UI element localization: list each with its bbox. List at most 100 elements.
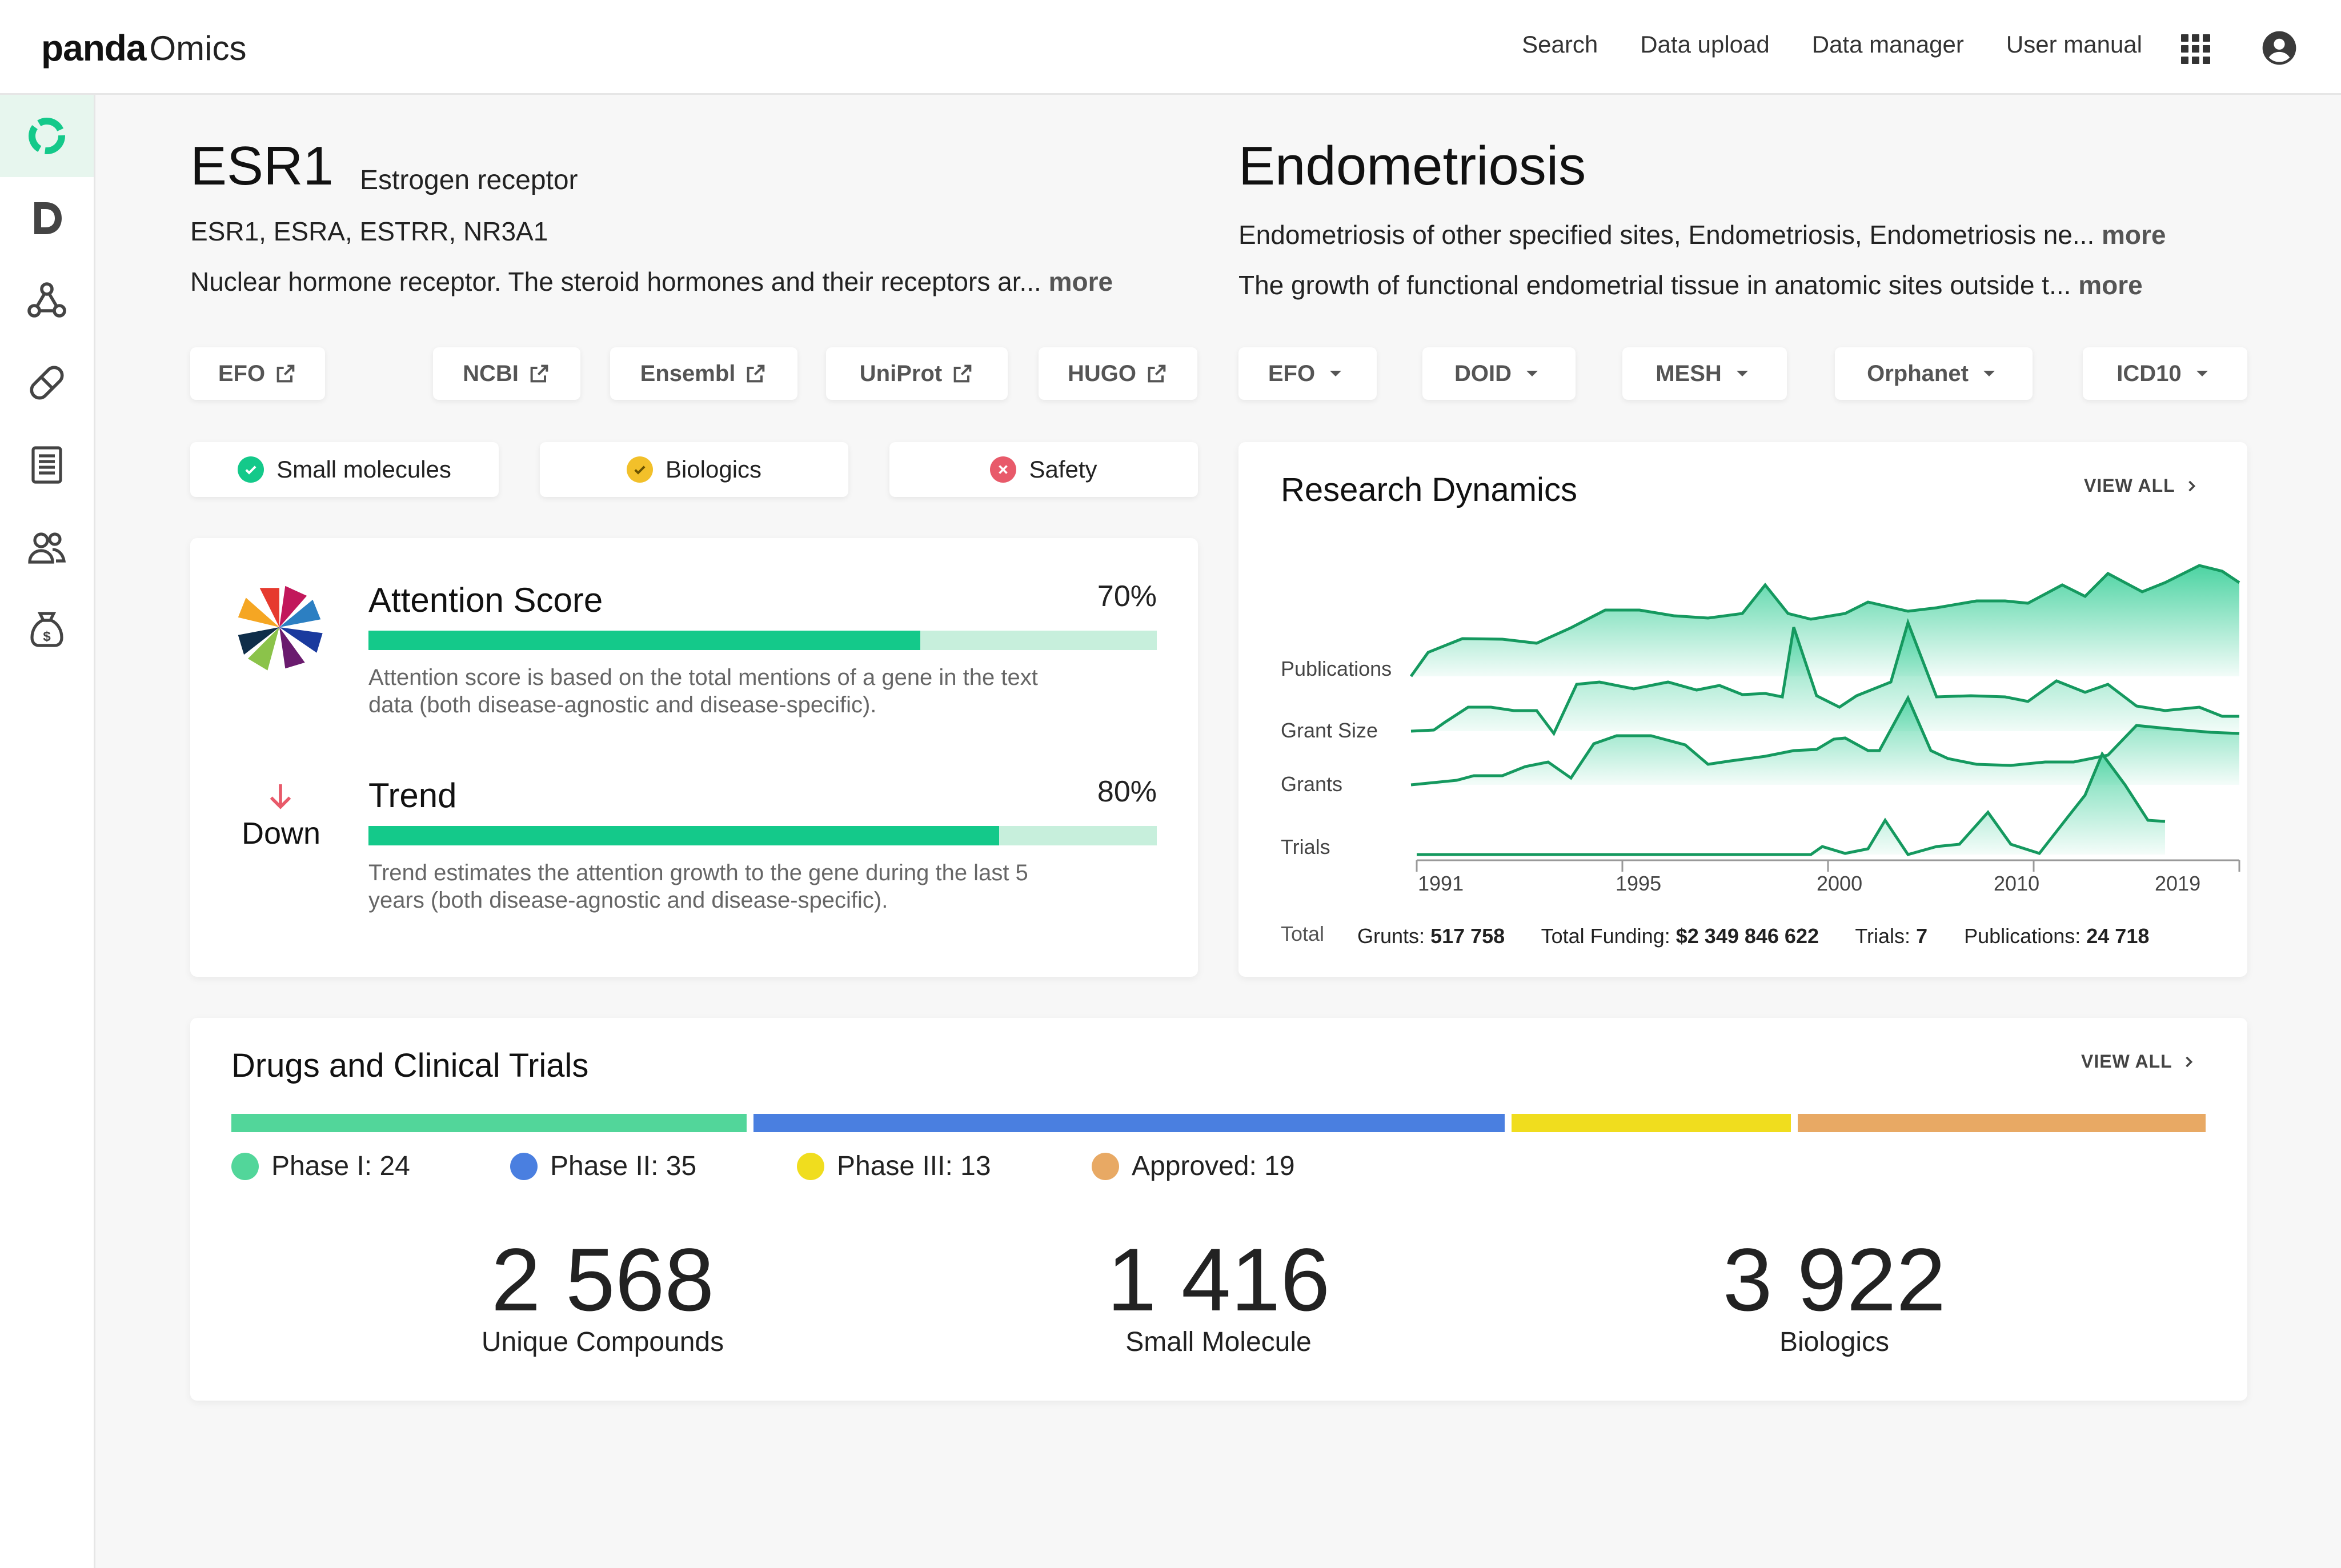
stat-unique-compounds-value: 2 568 (491, 1230, 715, 1330)
attention-title: Attention Score (368, 581, 603, 619)
gene-link-ncbi[interactable]: NCBI (433, 347, 580, 400)
legend-dot (231, 1152, 259, 1180)
external-link-icon (953, 364, 972, 383)
sidebar-item-disease[interactable] (0, 177, 94, 259)
grants-line (1410, 695, 2240, 787)
research-view-all-link[interactable]: VIEW ALL (2084, 475, 2199, 496)
gene-link-ensembl[interactable]: Ensembl (610, 347, 797, 400)
trend-percent: 80% (1097, 775, 1157, 808)
research-ridgeline-chart (1409, 564, 2240, 872)
nav-data-upload[interactable]: Data upload (1640, 31, 1770, 58)
totals-label: Total (1281, 922, 1325, 945)
external-link-icon (276, 364, 295, 383)
row-label-grant-size: Grant Size (1281, 719, 1378, 742)
gene-symbol: ESR1 (190, 135, 334, 196)
attention-bar-fill (368, 631, 920, 650)
legend-approved-label: Approved: 19 (1132, 1151, 1295, 1181)
modality-biologics[interactable]: Biologics (540, 442, 848, 497)
publications-area (1411, 566, 2239, 676)
sidebar-item-funding[interactable]: $ (0, 588, 94, 671)
gene-link-uniprot[interactable]: UniProt (826, 347, 1008, 400)
trend-title: Trend (368, 776, 457, 815)
disease-dropdown-doid[interactable]: DOID (1422, 347, 1576, 400)
legend-phase-1: Phase I: 24 (231, 1150, 410, 1182)
legend-dot (1092, 1152, 1119, 1180)
modality-small-molecules-label: Small molecules (276, 456, 451, 483)
total-trials-label: Trials: (1855, 924, 1911, 948)
x-tick-label: 2010 (1994, 872, 2040, 895)
stat-small-molecule-value: 1 416 (1107, 1230, 1330, 1330)
phase-segment (1512, 1114, 1791, 1132)
disease-synonyms-more-link[interactable]: more (2102, 220, 2166, 250)
svg-text:$: $ (43, 629, 51, 644)
close-icon (990, 456, 1017, 483)
caret-down-icon (1330, 371, 1342, 376)
grant-size-line (1410, 618, 2239, 736)
disease-dropdown-doid-label: DOID (1454, 360, 1512, 386)
research-dynamics-card: Research Dynamics VIEW ALL Publications … (1238, 442, 2247, 977)
disease-synonyms-text: Endometriosis of other specified sites, … (1238, 220, 2095, 250)
phase-segment (753, 1114, 1505, 1132)
account-circle-icon[interactable] (2261, 30, 2298, 66)
stat-small-molecule-label: Small Molecule (1125, 1327, 1312, 1357)
row-label-grants: Grants (1281, 772, 1343, 796)
grant-size-area (1411, 623, 2239, 733)
research-title: Research Dynamics (1281, 471, 1577, 508)
disease-description-more-link[interactable]: more (2078, 270, 2143, 300)
nav-data-manager[interactable]: Data manager (1811, 31, 1964, 58)
top-nav: Search Data upload Data manager User man… (1522, 31, 2142, 58)
grants-area (1411, 698, 2239, 785)
gene-link-efo[interactable]: EFO (190, 347, 325, 400)
gene-link-hugo[interactable]: HUGO (1039, 347, 1197, 400)
gene-name: Estrogen receptor (360, 165, 578, 195)
drugs-view-all-label: VIEW ALL (2081, 1051, 2172, 1072)
nav-user-manual[interactable]: User manual (2006, 31, 2142, 58)
gene-link-ensembl-label: Ensembl (640, 360, 736, 386)
pinwheel-logo-icon (238, 586, 323, 671)
gene-more-link[interactable]: more (1048, 267, 1113, 296)
check-icon (238, 456, 264, 483)
total-trials-value: 7 (1916, 924, 1928, 948)
sidebar-item-people[interactable] (0, 506, 94, 588)
gene-aliases: ESR1, ESRA, ESTRR, NR3A1 (190, 216, 548, 246)
sidebar-item-drugs[interactable] (0, 342, 94, 424)
disease-dropdown-mesh[interactable]: MESH (1622, 347, 1787, 400)
disease-dropdown-efo[interactable]: EFO (1238, 347, 1377, 400)
attention-card: Attention Score 70% Attention score is b… (190, 538, 1198, 977)
disease-title: Endometriosis (1238, 135, 1586, 196)
attention-desc-line1: Attention score is based on the total me… (368, 665, 1038, 690)
total-publications-label: Publications: (1964, 924, 2081, 948)
omics-circle-icon (29, 118, 65, 154)
external-link-icon (747, 364, 765, 383)
disease-dropdown-orphanet[interactable]: Orphanet (1835, 347, 2033, 400)
caret-down-icon (1736, 371, 1748, 376)
logo-panda-text: panda (41, 27, 146, 69)
publications-line (1409, 564, 2240, 677)
disease-description-text: The growth of functional endometrial tis… (1238, 270, 2071, 300)
legend-phase-1-label: Phase I: 24 (271, 1151, 410, 1181)
sidebar-item-omics[interactable] (0, 95, 94, 177)
modality-safety[interactable]: Safety (889, 442, 1198, 497)
external-link-icon (1148, 364, 1166, 383)
pill-icon (30, 366, 64, 400)
app-logo[interactable]: panda Omics (41, 25, 246, 71)
x-tick-label: 2000 (1817, 872, 1863, 895)
gene-description-text: Nuclear hormone receptor. The steroid ho… (190, 267, 1041, 296)
attention-bar (368, 631, 1157, 650)
apps-grid-icon[interactable] (2181, 34, 2211, 64)
modality-small-molecules[interactable]: Small molecules (190, 442, 499, 497)
disease-dropdown-mesh-label: MESH (1655, 360, 1722, 386)
caret-down-icon (1526, 371, 1538, 376)
x-tick-label: 1991 (1418, 872, 1464, 895)
trend-desc-line1: Trend estimates the attention growth to … (368, 860, 1028, 885)
drugs-view-all-link[interactable]: VIEW ALL (2081, 1051, 2196, 1072)
trend-bar (368, 826, 1157, 845)
top-bar: panda Omics Search Data upload Data mana… (0, 0, 2341, 95)
disease-dropdown-icd10[interactable]: ICD10 (2083, 347, 2247, 400)
disease-description: The growth of functional endometrial tis… (1238, 270, 2143, 300)
sidebar-item-network[interactable] (0, 259, 94, 342)
nav-search[interactable]: Search (1522, 31, 1598, 58)
gene-link-ncbi-label: NCBI (463, 360, 519, 386)
sidebar-item-literature[interactable] (0, 424, 94, 506)
total-funding-value: $2 349 846 622 (1675, 924, 1819, 948)
